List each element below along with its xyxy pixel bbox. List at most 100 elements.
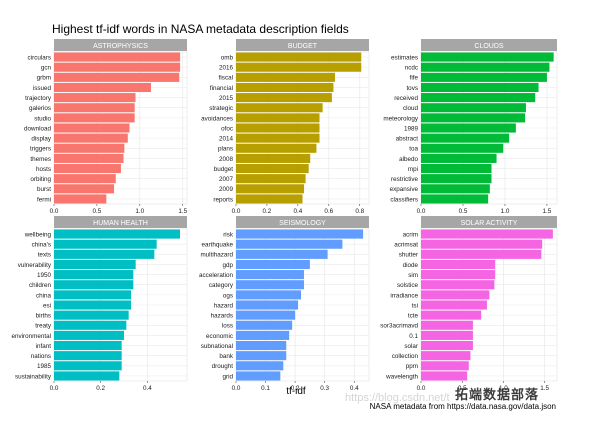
bar-clouds: [421, 62, 550, 72]
bar-human-health: [54, 330, 124, 340]
bar-seismology: [236, 310, 296, 320]
caption: NASA metadata from https://data.nasa.gov…: [369, 402, 556, 411]
category-label-budget: 2009: [219, 186, 234, 193]
category-label-solar-activity: solar: [404, 343, 418, 350]
x-tick-label-astrophysics: 0.5: [93, 208, 102, 215]
category-label-clouds: 1989: [404, 125, 419, 132]
bar-astrophysics: [54, 93, 136, 103]
category-label-seismology: economic: [206, 333, 233, 340]
bar-budget: [236, 82, 334, 93]
bar-seismology: [236, 351, 287, 361]
bar-seismology: [236, 290, 302, 300]
facet-strip-seismology: [236, 216, 369, 228]
bar-human-health: [54, 239, 157, 249]
category-label-solar-activity: shutter: [399, 252, 418, 259]
category-label-human-health: wellbeing: [24, 231, 52, 238]
chart-title: Highest tf-idf words in NASA metadata de…: [52, 22, 349, 36]
category-label-seismology: earthquake: [201, 242, 233, 249]
category-label-human-health: china: [36, 292, 52, 299]
category-label-human-health: vulnerability: [18, 262, 52, 269]
category-label-human-health: nations: [31, 353, 51, 360]
category-label-clouds: restrictive: [391, 176, 418, 183]
category-label-seismology: bank: [219, 353, 234, 360]
category-label-clouds: albedo: [399, 156, 418, 163]
bar-seismology: [236, 270, 304, 280]
x-tick-label-seismology: 0.1: [261, 385, 270, 392]
x-tick-label-clouds: 0.5: [459, 208, 468, 215]
category-label-budget: financial: [210, 85, 233, 92]
bar-astrophysics: [54, 133, 128, 143]
category-label-solar-activity: sor3acrimavd: [380, 323, 418, 330]
bar-human-health: [54, 320, 127, 330]
x-tick-label-solar-activity: 1.0: [499, 385, 508, 392]
x-tick-label-budget: 0.6: [324, 208, 333, 215]
category-label-clouds: ncdc: [405, 65, 418, 72]
bar-budget: [236, 174, 306, 184]
bar-clouds: [421, 143, 504, 153]
facet-strip-astrophysics: [54, 39, 187, 51]
category-label-seismology: ogs: [223, 292, 233, 299]
bar-budget: [236, 143, 317, 153]
bar-astrophysics: [54, 103, 135, 113]
facet-strip-label-seismology: SEISMOLOGY: [279, 220, 326, 227]
category-label-budget: ofoc: [221, 125, 233, 132]
category-label-clouds: estimates: [391, 54, 418, 61]
category-label-human-health: sustainability: [15, 373, 52, 380]
bar-seismology: [236, 280, 304, 290]
bar-clouds: [421, 194, 489, 204]
category-label-seismology: risk: [223, 231, 234, 238]
bar-seismology: [236, 330, 290, 340]
bar-clouds: [421, 174, 492, 184]
bar-solar-activity: [421, 310, 482, 320]
bar-budget: [236, 52, 362, 62]
category-label-human-health: texts: [38, 252, 51, 259]
bar-clouds: [421, 82, 539, 93]
category-label-human-health: 1985: [37, 363, 52, 370]
bar-solar-activity: [421, 239, 543, 249]
category-label-astrophysics: orbiting: [30, 176, 51, 183]
category-label-clouds: cloud: [403, 105, 419, 112]
category-label-solar-activity: wavelength: [385, 373, 418, 380]
x-tick-label-budget: 0.8: [355, 208, 364, 215]
x-tick-label-budget: 0.0: [232, 208, 241, 215]
bar-human-health: [54, 249, 155, 259]
category-label-solar-activity: acrimsat: [394, 242, 418, 249]
bar-solar-activity: [421, 270, 496, 280]
bar-solar-activity: [421, 330, 473, 340]
category-label-solar-activity: 0.1: [409, 333, 418, 340]
category-label-clouds: toa: [409, 146, 418, 153]
x-axis-label: tf-idf: [286, 386, 306, 397]
x-tick-label-astrophysics: 1.0: [135, 208, 144, 215]
bar-human-health: [54, 259, 136, 270]
category-label-astrophysics: display: [31, 136, 51, 143]
category-label-clouds: abstract: [396, 136, 419, 143]
category-label-human-health: children: [29, 282, 52, 289]
bar-solar-activity: [421, 229, 553, 239]
bar-human-health: [54, 280, 134, 290]
category-label-solar-activity: ppm: [406, 363, 418, 370]
category-label-budget: avoidances: [201, 115, 233, 122]
bar-human-health: [54, 351, 122, 361]
category-label-astrophysics: galerios: [29, 105, 51, 112]
bar-clouds: [421, 153, 497, 163]
category-label-human-health: china's: [32, 242, 51, 249]
bar-seismology: [236, 371, 281, 381]
bar-human-health: [54, 361, 122, 371]
category-label-seismology: subnational: [201, 343, 233, 350]
facet-strip-human-health: [54, 216, 187, 228]
category-label-human-health: treaty: [35, 323, 52, 330]
bar-solar-activity: [421, 361, 469, 371]
category-label-astrophysics: grbm: [37, 75, 51, 82]
bar-astrophysics: [54, 153, 124, 163]
category-label-astrophysics: studio: [34, 115, 51, 122]
watermark: 拓端数据部落: [455, 387, 540, 402]
category-label-human-health: infant: [36, 343, 52, 350]
bar-seismology: [236, 229, 364, 239]
category-label-clouds: fife: [410, 75, 419, 82]
bar-solar-activity: [421, 320, 473, 330]
bar-solar-activity: [421, 259, 496, 270]
bar-clouds: [421, 184, 490, 194]
category-label-seismology: drought: [212, 363, 234, 370]
category-label-astrophysics: circulars: [28, 54, 51, 61]
bar-budget: [236, 133, 320, 143]
